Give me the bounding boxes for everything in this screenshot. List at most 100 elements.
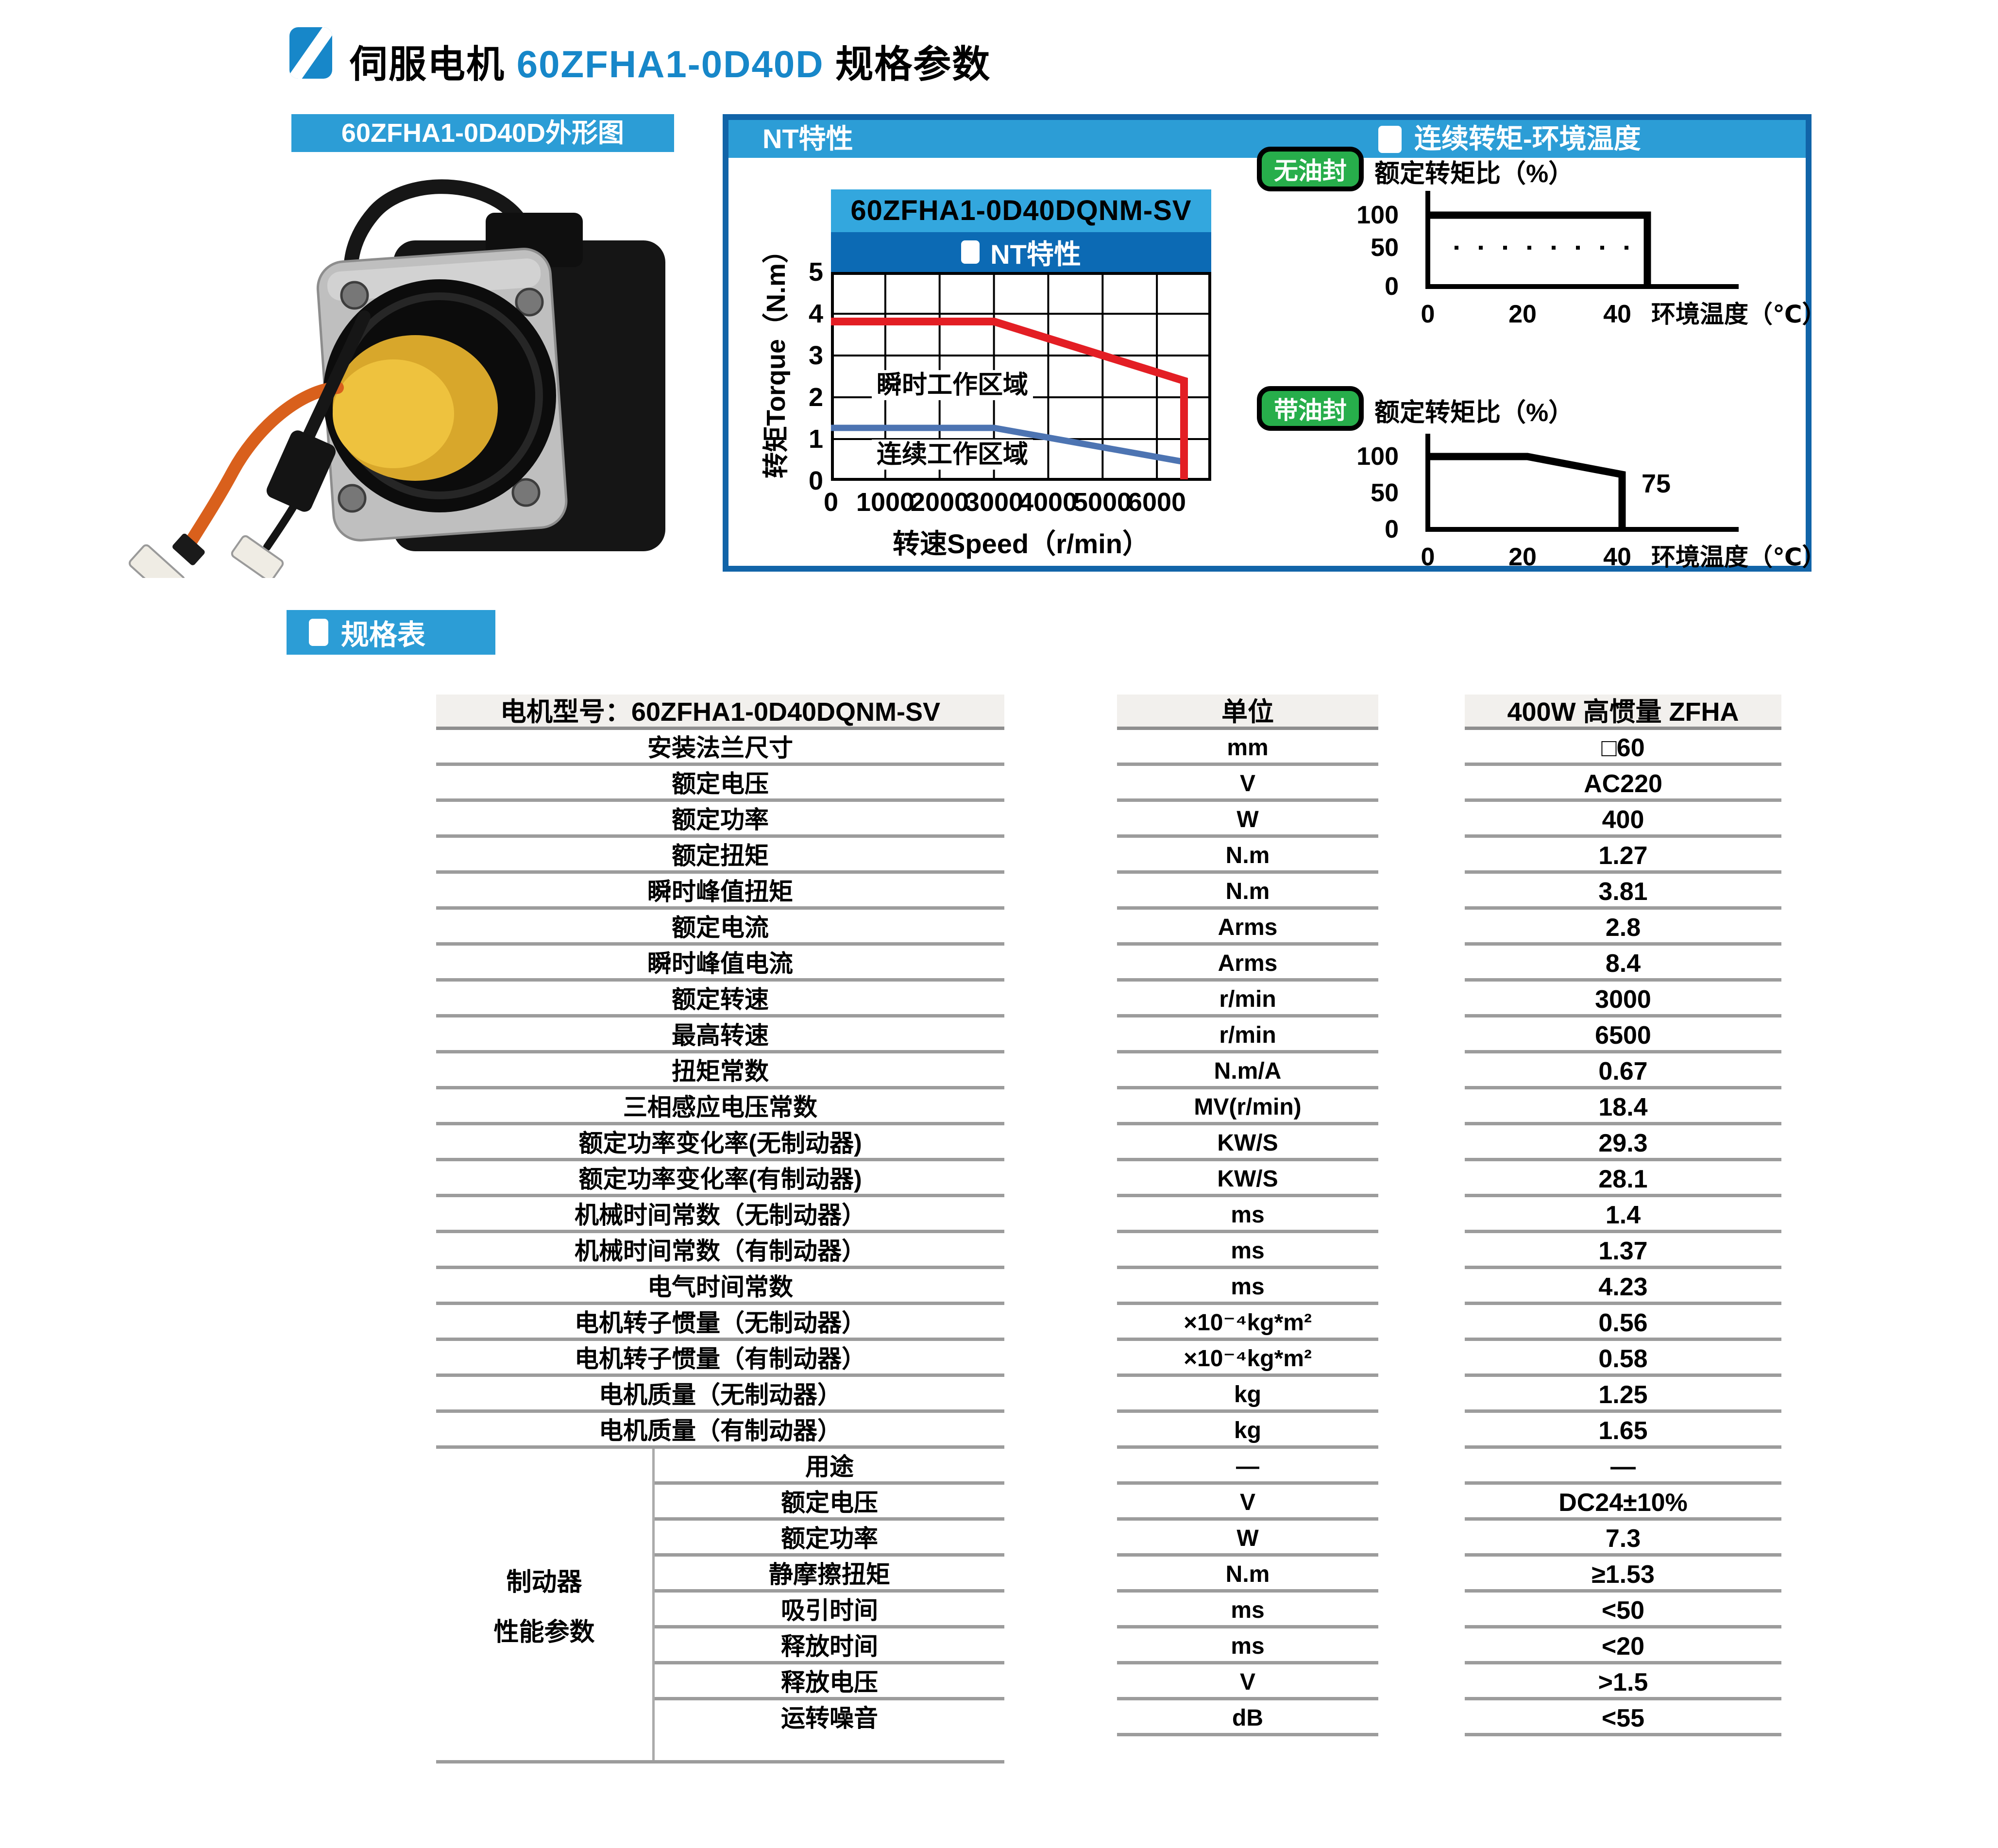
nt-panel-band: NT特性 连续转矩-环境温度 (728, 120, 1806, 158)
ratio-axis-label: 额定转矩比（%） (1374, 160, 1574, 188)
table-row: 额定电压 (655, 1485, 1004, 1521)
derating-line (1429, 211, 1651, 287)
unit-cell: ×10⁻⁴kg*m² (1117, 1305, 1378, 1341)
table-row: 最高转速 (436, 1017, 1004, 1053)
region-continuous-label: 连续工作区域 (872, 440, 1033, 470)
brake-group: 制动器 性能参数 用途 额定电压 额定功率 静摩擦扭矩 吸引时间 释放时间 释放… (436, 1449, 1004, 1763)
brake-label-line1: 制动器 (506, 1568, 582, 1596)
table-row: 电气时间常数 (436, 1269, 1004, 1305)
temp-band-title: 连续转矩-环境温度 (1414, 123, 1641, 154)
title-suffix: 规格参数 (835, 43, 991, 85)
thin-black-wire (263, 502, 298, 551)
value-cell: 1.65 (1465, 1413, 1781, 1449)
nt-band-title: NT特性 (762, 123, 853, 154)
value-cell: <20 (1465, 1628, 1781, 1664)
spec-table-tag: 规格表 (287, 610, 495, 655)
with-seal-chart-plot (1425, 434, 1739, 532)
value-cell: >1.5 (1465, 1664, 1781, 1700)
value-cell: 4.23 (1465, 1269, 1781, 1305)
unit-cell: N.m (1117, 874, 1378, 910)
temp-y-tick: 0 (1385, 515, 1399, 543)
unit-cell: dB (1117, 1700, 1378, 1736)
nt-y-tick: 3 (808, 341, 823, 370)
table-row: 电机质量（无制动器） (436, 1377, 1004, 1413)
nt-chart-subtitle: NT特性 (831, 232, 1211, 272)
table-row: 额定扭矩 (436, 838, 1004, 874)
unit-cell: Arms (1117, 910, 1378, 946)
table-row: 额定功率 (655, 1521, 1004, 1557)
temp-x-tick: 40 (1603, 543, 1631, 571)
nt-x-tick: 2000 (910, 488, 969, 517)
nt-y-tick: 2 (808, 383, 823, 412)
unit-cell: r/min (1117, 1017, 1378, 1053)
value-cell: 400 (1465, 802, 1781, 838)
unit-cell: V (1117, 766, 1378, 802)
table-row: 用途 (655, 1449, 1004, 1485)
unit-cell: Arms (1117, 946, 1378, 982)
table-row: 额定功率 (436, 802, 1004, 838)
unit-cell: N.m (1117, 1557, 1378, 1593)
temp-y-tick: 100 (1356, 442, 1399, 471)
nt-x-tick: 4000 (1018, 488, 1078, 517)
value-cell: 0.58 (1465, 1341, 1781, 1377)
with-oil-seal-badge: 带油封 (1257, 386, 1364, 431)
nt-x-tick: 3000 (965, 488, 1024, 517)
temp-x-tick: 20 (1508, 300, 1537, 328)
continuous-curve (831, 424, 1185, 465)
page-title: 伺服电机 60ZFHA1-0D40D 规格参数 (350, 34, 991, 88)
value-cell: 29.3 (1465, 1125, 1781, 1161)
unit-cell: kg (1117, 1413, 1378, 1449)
value-cell: <50 (1465, 1593, 1781, 1628)
temp-x-axis-label: 环境温度（℃） (1651, 543, 1827, 571)
unit-cell: MV(r/min) (1117, 1089, 1378, 1125)
photo-header-label: 60ZFHA1-0D40D外形图 (341, 119, 625, 148)
table-header-unit: 单位 (1117, 695, 1378, 730)
table-row: 电机质量（有制动器） (436, 1413, 1004, 1449)
unit-cell: ms (1117, 1593, 1378, 1628)
black-cable (301, 310, 371, 446)
table-row: 额定功率变化率(有制动器) (436, 1161, 1004, 1197)
unit-cell: ms (1117, 1269, 1378, 1305)
derating-line (1429, 453, 1626, 529)
flange-screw (338, 484, 367, 513)
unit-cell: — (1117, 1449, 1378, 1485)
table-row: 额定转速 (436, 982, 1004, 1017)
table-row: 额定功率变化率(无制动器) (436, 1125, 1004, 1161)
value-cell: 3.81 (1465, 874, 1781, 910)
nt-x-tick: 6000 (1127, 488, 1186, 517)
unit-cell: mm (1117, 730, 1378, 766)
axes (1425, 191, 1739, 289)
ratio-axis-label: 额定转矩比（%） (1374, 399, 1574, 427)
brand-icon-dot (318, 36, 325, 44)
nt-chart-title: 60ZFHA1-0D40DQNM-SV (831, 189, 1211, 232)
table-row: 额定电流 (436, 910, 1004, 946)
white-connector (129, 544, 185, 578)
unit-cell: KW/S (1117, 1161, 1378, 1197)
value-cell: 7.3 (1465, 1521, 1781, 1557)
nt-y-tick: 4 (808, 299, 823, 328)
unit-cell: kg (1117, 1377, 1378, 1413)
brand-icon (289, 27, 332, 79)
brand-icon-stripe (289, 27, 332, 79)
title-model: 60ZFHA1-0D40D (516, 43, 824, 85)
value-cell: — (1465, 1449, 1781, 1485)
table-row: 吸引时间 (655, 1593, 1004, 1628)
temp-x-tick: 0 (1421, 543, 1435, 571)
temp-x-tick: 0 (1421, 300, 1435, 328)
nt-y-tick: 0 (808, 466, 823, 495)
shaft-cap-front (333, 359, 454, 468)
nt-y-tick: 5 (808, 257, 823, 287)
value-cell: 0.67 (1465, 1053, 1781, 1089)
value-cell: ≥1.53 (1465, 1557, 1781, 1593)
unit-cell: N.m/A (1117, 1053, 1378, 1089)
unit-cell: ms (1117, 1628, 1378, 1664)
table-column-parameters: 电机型号：60ZFHA1-0D40DQNM-SV 安装法兰尺寸 额定电压 额定功… (436, 695, 1004, 1763)
brake-label-line2: 性能参数 (493, 1618, 595, 1646)
temp-x-axis-label: 环境温度（℃） (1651, 301, 1827, 328)
nt-x-axis-label: 转速Speed（r/min） (893, 528, 1150, 559)
value-cell: 0.56 (1465, 1305, 1781, 1341)
orange-cable (183, 381, 344, 550)
flange-screw (515, 288, 544, 317)
window-icon (1378, 126, 1402, 153)
region-instant-label: 瞬时工作区域 (872, 370, 1033, 400)
